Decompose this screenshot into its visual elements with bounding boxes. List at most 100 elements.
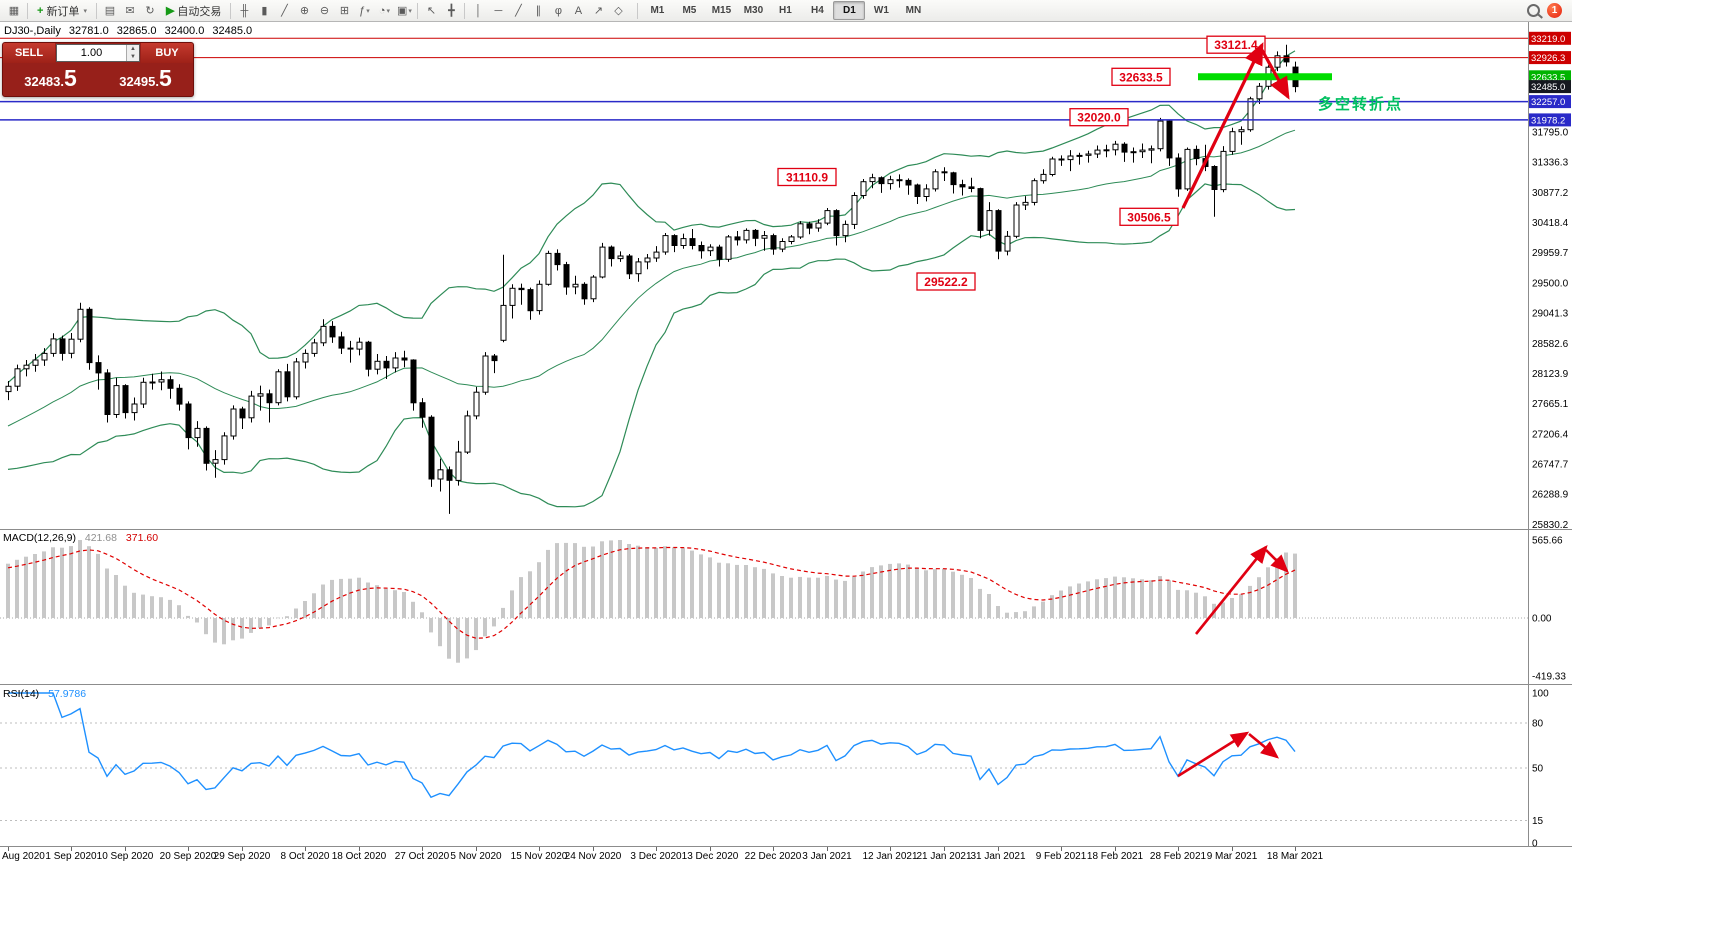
bar-chart-icon[interactable]: ╫: [234, 1, 254, 21]
trend-arrow[interactable]: [1177, 731, 1250, 778]
line-chart-icon: ╱: [281, 5, 288, 17]
time-axis[interactable]: Aug 2020 1 Sep 2020 10 Sep 2020 20 Sep 2020…: [2, 847, 1324, 862]
timeframe-m5[interactable]: M5: [682, 5, 697, 16]
chart-window-icon[interactable]: ▦: [4, 1, 24, 21]
svg-text:29041.3: 29041.3: [1532, 309, 1569, 320]
candlestick-chart-icon[interactable]: ▮: [254, 1, 274, 21]
indicators-icon[interactable]: ƒ ▾: [359, 4, 370, 17]
buy-button[interactable]: BUY: [141, 43, 193, 63]
zoom-out-icon[interactable]: ⊖: [314, 1, 334, 21]
autotrading-icon: ▶: [165, 5, 175, 17]
price-axis[interactable]: 31795.0 31336.3 30877.2 30418.4 29959.7 29500…: [1529, 31, 1571, 850]
volume-stepper[interactable]: ▲ ▼: [126, 45, 139, 61]
line-chart-icon[interactable]: ╱: [274, 1, 294, 21]
refresh-icon[interactable]: ↻: [140, 1, 160, 21]
price-annotation[interactable]: 33121.4: [1206, 35, 1266, 54]
templates-icon[interactable]: ▣ ▾: [396, 5, 412, 17]
new-order-icon: +: [37, 4, 44, 17]
chart-canvas[interactable]: 33121.4 32633.5 32020.0 31110.9 30506.5 29522…: [0, 22, 1572, 862]
trend-arrow[interactable]: [1260, 49, 1290, 100]
volume-down-icon[interactable]: ▼: [127, 53, 139, 61]
cursor-icon[interactable]: ↖: [421, 1, 441, 21]
buy-price-small: 32495.: [119, 73, 159, 89]
svg-text:32257.0: 32257.0: [1531, 97, 1565, 108]
price-annotation[interactable]: 31110.9: [777, 167, 837, 187]
rsi-value: 57.9786: [48, 688, 87, 700]
timeframe-d1[interactable]: D1: [833, 1, 866, 20]
open-value: 32781.0: [68, 25, 109, 37]
sell-price[interactable]: 32483.5: [3, 62, 98, 97]
bar-chart-icon: ╫: [240, 4, 249, 17]
one-click-trading-panel: SELL 1.00 ▲ ▼ BUY 32483.5 32495.5: [2, 42, 194, 97]
timeframe-m15[interactable]: M15: [711, 5, 732, 16]
zoom-in-icon[interactable]: ⊕: [294, 1, 314, 21]
trend-arrow[interactable]: [1248, 732, 1280, 759]
search-icon[interactable]: [1527, 4, 1540, 17]
grid-icon[interactable]: ⊞: [334, 1, 354, 21]
periods-icon[interactable]: ◔ ▾: [378, 4, 390, 17]
timeframe-w1[interactable]: W1: [873, 5, 889, 16]
svg-text:1 Sep 2020: 1 Sep 2020: [45, 851, 97, 862]
notification-badge[interactable]: 1: [1547, 3, 1562, 18]
crosshair-icon[interactable]: ╋: [441, 1, 461, 21]
horizontal-line-icon[interactable]: ─: [488, 1, 508, 21]
arrows-tool-icon: ↗: [593, 5, 604, 17]
autotrading-button[interactable]: ▶ 自动交易: [165, 5, 222, 18]
low-value: 32400.0: [164, 25, 205, 37]
text-icon[interactable]: A: [568, 1, 588, 21]
arrows-tool-icon[interactable]: ↗: [588, 1, 608, 21]
timeframe-m1[interactable]: M1: [650, 5, 665, 16]
svg-text:80: 80: [1532, 719, 1544, 730]
svg-text:13 Dec 2020: 13 Dec 2020: [682, 851, 739, 862]
trendline-icon[interactable]: ╱: [508, 1, 528, 21]
chart-window-icon: ▦: [8, 5, 20, 17]
sell-button[interactable]: SELL: [3, 43, 55, 63]
shapes-icon: ◇: [614, 5, 623, 17]
note-text[interactable]: 多空转折点: [1318, 95, 1403, 113]
trend-arrow[interactable]: [1181, 42, 1264, 209]
chart-area: 33121.4 32633.5 32020.0 31110.9 30506.5 29522…: [0, 22, 1572, 862]
volume-up-icon[interactable]: ▲: [127, 45, 139, 53]
trend-arrow[interactable]: [1194, 544, 1268, 635]
svg-text:28 Feb 2021: 28 Feb 2021: [1150, 851, 1207, 862]
timeframe-m30[interactable]: M30: [743, 5, 764, 16]
timeframe-mn[interactable]: MN: [905, 5, 922, 16]
svg-text:31978.2: 31978.2: [1531, 115, 1565, 126]
grid-icon: ⊞: [339, 5, 350, 17]
shapes-icon[interactable]: ◇: [608, 1, 628, 21]
new-order-button[interactable]: + 新订单 ▾: [37, 4, 87, 18]
market-depth-icon[interactable]: ▤: [100, 1, 120, 21]
svg-text:29500.0: 29500.0: [1532, 279, 1569, 290]
svg-text:3 Jan 2021: 3 Jan 2021: [802, 851, 852, 862]
svg-text:22 Dec 2020: 22 Dec 2020: [745, 851, 802, 862]
price-annotation[interactable]: 32020.0: [1069, 108, 1129, 127]
price-annotation[interactable]: 29522.2: [916, 272, 976, 291]
trend-arrow[interactable]: [1265, 549, 1289, 573]
indicators-icon: ƒ: [359, 4, 366, 17]
mt4-window: ▦ + 新订单 ▾ ▤ ✉ ↻ ▶ 自动交易 ╫ ▮ ╱ ⊕ ⊖ ⊞ ƒ ▾ ◔ ▾ ▣ ▾ ↖ ╋ │ ─ ╱ ∥ φ A ↗ ◇ M1 M…: [0, 0, 1572, 862]
timeframe-h4[interactable]: H4: [811, 5, 824, 16]
macd-signal-value: 371.60: [125, 532, 159, 544]
axis-price-tag: 32926.3: [1529, 51, 1571, 65]
svg-text:565.66: 565.66: [1532, 536, 1563, 547]
svg-text:31110.9: 31110.9: [786, 171, 828, 185]
axis-price-tag: 32257.0: [1529, 95, 1571, 109]
macd-signal-line: [7, 546, 1296, 639]
volume-value[interactable]: 1.00: [80, 47, 103, 59]
vertical-line-icon[interactable]: │: [468, 1, 488, 21]
sell-price-small: 32483.: [24, 73, 64, 89]
fibonacci-icon[interactable]: φ: [548, 1, 568, 21]
svg-text:28123.9: 28123.9: [1532, 369, 1569, 380]
volume-input[interactable]: 1.00 ▲ ▼: [56, 44, 140, 62]
channel-icon[interactable]: ∥: [528, 1, 548, 21]
price-annotation[interactable]: 30506.5: [1119, 207, 1179, 226]
price-annotation[interactable]: 32633.5: [1111, 67, 1171, 86]
mailbox-icon[interactable]: ✉: [120, 1, 140, 21]
timeframe-h1[interactable]: H1: [779, 5, 792, 16]
svg-text:12 Jan 2021: 12 Jan 2021: [862, 851, 917, 862]
svg-text:32926.3: 32926.3: [1531, 53, 1565, 64]
buy-price[interactable]: 32495.5: [98, 62, 193, 97]
svg-text:30418.4: 30418.4: [1532, 218, 1569, 229]
svg-text:20 Sep 2020: 20 Sep 2020: [160, 851, 217, 862]
svg-text:18 Mar 2021: 18 Mar 2021: [1267, 851, 1324, 862]
